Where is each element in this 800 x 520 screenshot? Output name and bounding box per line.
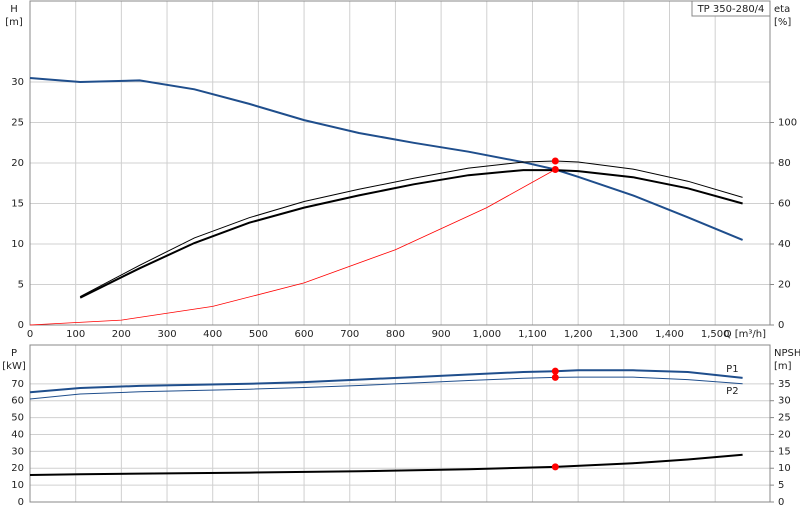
y2-axis-unit: [%]	[774, 17, 791, 28]
x-tick-label: 800	[386, 329, 405, 340]
y2-axis-label: NPSH	[774, 348, 800, 359]
x-tick-label: 300	[157, 329, 176, 340]
duty-point	[551, 373, 559, 381]
y2-tick-label: 80	[778, 158, 791, 169]
x-tick-label: 500	[249, 329, 268, 340]
y-tick-label: 30	[11, 446, 24, 457]
y2-tick-label: 10	[778, 463, 791, 474]
chart-title: TP 350-280/4	[697, 4, 765, 15]
duty-point	[551, 165, 559, 173]
y-tick-label: 25	[11, 118, 24, 129]
x-tick-label: 1,500	[701, 329, 730, 340]
y-tick-label: 5	[18, 280, 24, 291]
duty-point	[551, 463, 559, 471]
y-tick-label: 10	[11, 239, 24, 250]
y2-axis-label: eta	[774, 4, 790, 15]
y2-tick-label: 20	[778, 429, 791, 440]
y2-tick-label: 15	[778, 446, 791, 457]
y-tick-label: 20	[11, 463, 24, 474]
series-line	[29, 453, 743, 476]
series-line	[29, 369, 743, 394]
x-tick-label: 1,400	[655, 329, 684, 340]
y-axis-label: H	[10, 4, 18, 15]
y2-axis-unit: [m]	[774, 361, 792, 372]
series-line	[79, 160, 743, 298]
x-tick-label: 100	[66, 329, 85, 340]
y2-tick-label: 30	[778, 396, 791, 407]
x-tick-label: 400	[203, 329, 222, 340]
y2-tick-label: 25	[778, 413, 791, 424]
y2-tick-label: 0	[778, 320, 784, 331]
y2-tick-label: 5	[778, 480, 784, 491]
plot-frame	[29, 0, 771, 326]
x-tick-label: 1,000	[472, 329, 501, 340]
series-line	[79, 169, 743, 299]
x-tick-label: 700	[340, 329, 359, 340]
y-tick-label: 15	[11, 199, 24, 210]
x-tick-label: 1,300	[610, 329, 639, 340]
x-tick-label: 1,200	[564, 329, 593, 340]
y2-tick-label: 20	[778, 280, 791, 291]
series-line	[29, 77, 743, 241]
series-label: P1	[726, 364, 738, 375]
y-tick-label: 70	[11, 379, 24, 390]
x-tick-label: 600	[295, 329, 314, 340]
x-tick-label: 1,100	[518, 329, 547, 340]
series-line	[29, 376, 743, 400]
y-axis-label: P	[11, 348, 17, 359]
y2-tick-label: 35	[778, 379, 791, 390]
y2-tick-label: 40	[778, 239, 791, 250]
duty-point	[551, 157, 559, 165]
x-tick-label: 900	[432, 329, 451, 340]
y-tick-label: 0	[18, 320, 24, 331]
y-tick-label: 50	[11, 413, 24, 424]
series-label: P2	[726, 386, 738, 397]
x-tick-label: 0	[27, 329, 33, 340]
y2-tick-label: 60	[778, 199, 791, 210]
y-tick-label: 0	[18, 497, 24, 508]
y-tick-label: 10	[11, 480, 24, 491]
y2-tick-label: 100	[778, 118, 797, 129]
y-axis-unit: [kW]	[2, 361, 26, 372]
y2-tick-label: 0	[778, 497, 784, 508]
x-tick-label: 200	[112, 329, 131, 340]
y-tick-label: 60	[11, 396, 24, 407]
plot-frame	[29, 344, 771, 503]
duty-point	[551, 367, 559, 375]
x-axis-label: Q [m³/h]	[724, 329, 766, 340]
series-line	[29, 169, 556, 326]
title-box	[691, 0, 771, 17]
y-axis-unit: [m]	[5, 17, 23, 28]
y-tick-label: 40	[11, 429, 24, 440]
y-tick-label: 30	[11, 77, 24, 88]
y-tick-label: 20	[11, 158, 24, 169]
